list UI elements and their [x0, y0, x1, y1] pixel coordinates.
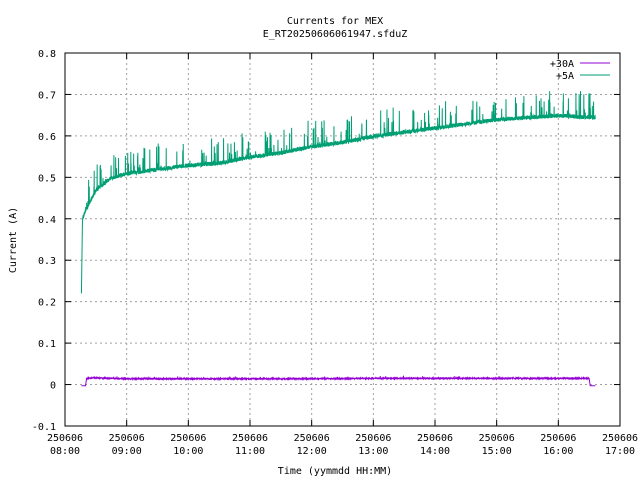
x-tick-time-label: 17:00 [605, 446, 635, 457]
legend-label: +30A [550, 59, 574, 70]
series-line-plus30a [81, 375, 596, 387]
x-tick-date-label: 250606 [540, 433, 576, 444]
x-tick-date-label: 250606 [294, 433, 330, 444]
x-tick-time-label: 15:00 [482, 446, 512, 457]
x-tick-time-label: 11:00 [235, 446, 265, 457]
y-tick-label: 0 [50, 381, 56, 392]
x-tick-date-label: 250606 [602, 433, 638, 444]
y-tick-label: 0.6 [38, 132, 56, 143]
y-tick-label: 0.8 [38, 49, 56, 60]
y-tick-label: 0.5 [38, 173, 56, 184]
x-tick-time-label: 14:00 [420, 446, 450, 457]
x-tick-date-label: 250606 [109, 433, 145, 444]
x-tick-date-label: 250606 [47, 433, 83, 444]
x-tick-time-label: 13:00 [358, 446, 388, 457]
x-axis-label: Time (yymmdd HH:MM) [278, 466, 392, 477]
x-tick-date-label: 250606 [355, 433, 391, 444]
x-tick-time-label: 10:00 [173, 446, 203, 457]
legend-label: +5A [556, 71, 574, 82]
y-axis-label: Current (A) [8, 207, 19, 273]
series-line-plus5a [80, 91, 596, 294]
x-tick-time-label: 16:00 [543, 446, 573, 457]
x-tick-date-label: 250606 [479, 433, 515, 444]
y-tick-label: -0.1 [32, 422, 56, 433]
x-tick-time-label: 12:00 [297, 446, 327, 457]
axes: -0.1 0 0.1 0.2 0.3 0.4 0.5 0.6 0.7 0.8 250606 08:00… [32, 49, 638, 457]
y-tick-label: 0.4 [38, 215, 56, 226]
x-tick-time-label: 09:00 [112, 446, 142, 457]
y-tick-label: 0.1 [38, 339, 56, 350]
grid-lines [65, 53, 620, 426]
x-tick-date-label: 250606 [170, 433, 206, 444]
plot-frame [64, 52, 621, 427]
legend: +30A+5A [550, 59, 610, 82]
y-tick-label: 0.2 [38, 298, 56, 309]
chart-subtitle: E_RT20250606061947.sfduZ [263, 29, 408, 40]
series-layer [80, 91, 596, 387]
x-tick-date-label: 250606 [417, 433, 453, 444]
x-tick-date-label: 250606 [232, 433, 268, 444]
x-tick-time-label: 08:00 [50, 446, 80, 457]
y-tick-label: 0.3 [38, 256, 56, 267]
chart-title: Currents for MEX [287, 16, 383, 27]
y-tick-label: 0.7 [38, 90, 56, 101]
